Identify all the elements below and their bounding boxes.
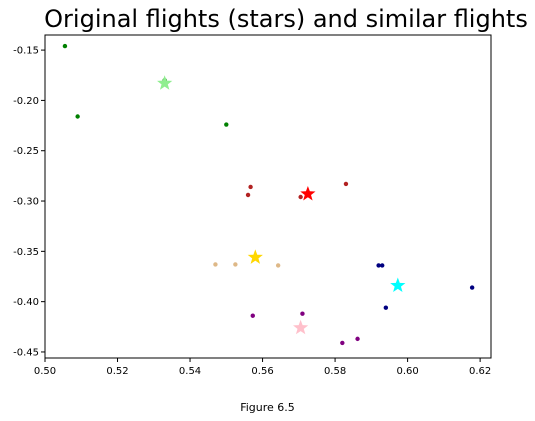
similar-flight-point (62, 43, 68, 49)
similar-flight-point (248, 184, 253, 190)
plot-frame (44, 34, 492, 359)
similar-flight-point (300, 311, 305, 316)
similar-flight-point (343, 181, 349, 187)
plot-marks (62, 43, 475, 346)
original-flight-star (390, 277, 406, 293)
similar-flight-point (469, 285, 475, 290)
similar-flight-point (376, 263, 381, 268)
similar-flight-point (298, 194, 303, 200)
x-tick-label: 0.60 (396, 366, 418, 377)
similar-flight-point (250, 313, 255, 318)
y-tick-label: -0.35 (13, 247, 39, 258)
chart-title: Original flights (stars) and similar fli… (44, 5, 528, 33)
y-tick-label: -0.15 (13, 46, 39, 57)
similar-flight-point (340, 340, 345, 346)
y-tick-label: -0.45 (13, 347, 39, 358)
figure-caption: Figure 6.5 (240, 401, 295, 414)
y-tick-label: -0.40 (13, 297, 39, 308)
original-flight-star (300, 185, 316, 201)
similar-flight-point (380, 263, 385, 268)
original-flight-star (157, 75, 173, 90)
similar-flight-point (383, 305, 389, 310)
similar-flight-point (213, 262, 218, 267)
x-tick-label: 0.58 (324, 366, 346, 377)
similar-flight-point (224, 122, 229, 127)
similar-flight-point (275, 263, 281, 268)
original-flight-star (293, 319, 309, 335)
x-axis: 0.50 0.52 0.54 0.56 0.58 0.60 0.62 (34, 358, 491, 377)
similar-flight-point (245, 192, 251, 198)
x-tick-label: 0.52 (106, 366, 128, 377)
y-tick-label: -0.20 (13, 96, 39, 107)
similar-flight-point (233, 262, 238, 267)
y-tick-label: -0.30 (13, 197, 39, 208)
x-tick-label: 0.50 (34, 366, 56, 377)
y-tick-label: -0.25 (13, 146, 39, 157)
similar-flight-point (355, 336, 360, 342)
x-tick-label: 0.56 (251, 366, 273, 377)
original-flight-star (247, 249, 263, 264)
similar-flight-point (75, 114, 80, 119)
y-axis: -0.15 -0.20 -0.25 -0.30 -0.35 -0.40 -0.45 (13, 46, 45, 358)
x-tick-label: 0.54 (179, 366, 201, 377)
x-tick-label: 0.62 (469, 366, 491, 377)
